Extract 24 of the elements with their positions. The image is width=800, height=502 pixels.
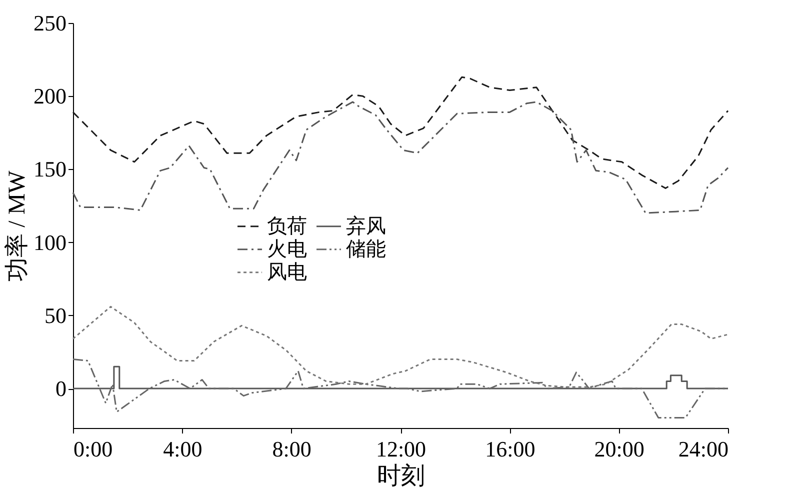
y-tick-label: 50	[44, 302, 66, 328]
x-tick-label: 4:00	[163, 436, 202, 462]
y-tick-label: 250	[34, 10, 66, 36]
line-series	[72, 306, 729, 388]
x-tick-label: 12:00	[376, 436, 426, 462]
x-tick-label: 0:00	[74, 436, 113, 462]
y-tick-label: 200	[34, 84, 66, 109]
line-series	[72, 76, 729, 189]
y-tick-label: 0	[56, 376, 66, 402]
x-tick-label: 24:00	[678, 436, 728, 462]
y-axis-title: 功率 / MW	[4, 170, 30, 282]
x-tick-label: 16:00	[485, 436, 536, 462]
legend-label: 负荷	[266, 215, 307, 238]
y-tick-label: 100	[34, 230, 66, 255]
legend-label: 储能	[346, 238, 386, 260]
y-tick-label: 150	[34, 156, 66, 182]
line-series	[72, 101, 729, 214]
x-tick-label: 20:00	[594, 436, 644, 462]
legend-label: 风电	[266, 261, 307, 284]
legend-label: 火电	[266, 238, 307, 260]
legend-label: 弃风	[346, 214, 386, 238]
line-series	[72, 366, 729, 390]
x-axis-title: 时刻	[377, 462, 425, 490]
x-tick-label: 8:00	[272, 436, 312, 462]
